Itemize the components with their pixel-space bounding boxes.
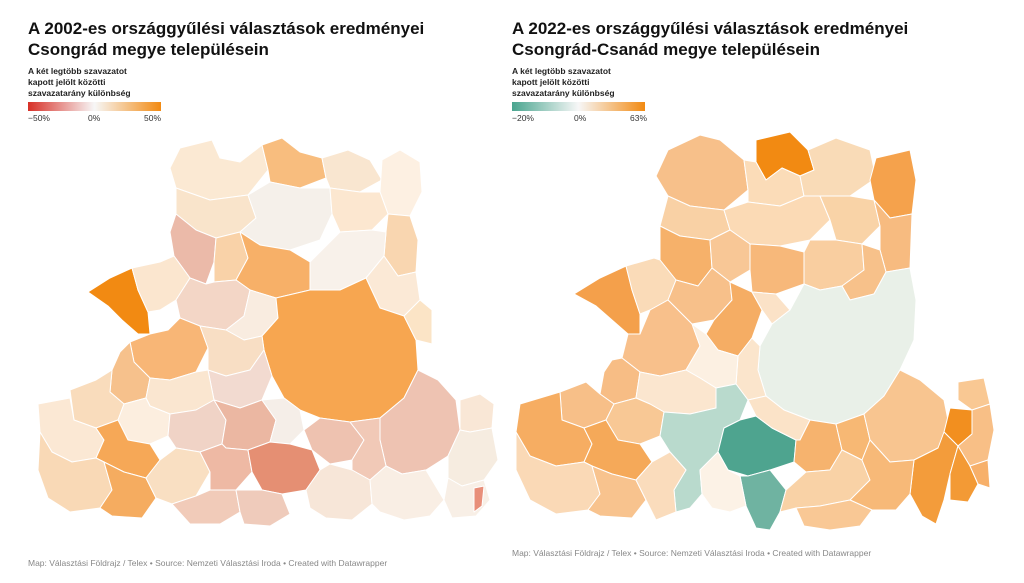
municipality-region	[969, 459, 991, 489]
municipality-region	[849, 439, 915, 511]
legend-mid-label: 0%	[88, 113, 101, 123]
map-panel-2002: A 2002-es országgyűlési választások ered…	[0, 0, 502, 583]
legend-ticks-2002: −50% 0% 50%	[28, 111, 168, 123]
map-panel-2022: A 2022-es országgyűlési választások ered…	[512, 0, 1014, 583]
municipality-region	[573, 265, 641, 335]
legend-max-label: 63%	[630, 113, 648, 123]
legend-max-label: 50%	[144, 113, 162, 123]
municipality-region	[909, 431, 959, 525]
color-legend-2002: A két legtöbb szavazatot kapott jelölt k…	[28, 66, 228, 123]
municipality-region	[99, 461, 157, 519]
map-footer-2002: Map: Választási Földrajz / Telex • Sourc…	[28, 558, 388, 568]
municipality-region	[699, 451, 747, 513]
legend-title-2002: A két legtöbb szavazatot kapott jelölt k…	[28, 66, 131, 98]
municipality-region	[739, 469, 787, 531]
municipality-region	[749, 243, 805, 295]
legend-gradient-bar-2022	[512, 102, 645, 111]
legend-min-label: −20%	[512, 113, 534, 123]
municipality-region	[239, 181, 333, 251]
legend-gradient-bar-2002	[28, 102, 161, 111]
municipality-region	[261, 397, 305, 445]
map-title-2022: A 2022-es országgyűlési választások ered…	[512, 19, 909, 59]
municipality-region	[321, 149, 383, 193]
municipality-region	[819, 195, 881, 245]
legend-mid-label: 0%	[574, 113, 587, 123]
legend-title-2022: A két legtöbb szavazatot kapott jelölt k…	[512, 66, 615, 98]
municipality-region	[329, 187, 389, 233]
municipality-region	[369, 465, 445, 521]
legend-min-label: −50%	[28, 113, 50, 123]
map-footer-2022: Map: Választási Földrajz / Telex • Sourc…	[512, 548, 872, 558]
map-title-2002: A 2002-es országgyűlési választások ered…	[28, 19, 425, 59]
municipality-region	[587, 465, 647, 519]
choropleth-map-2002	[37, 137, 499, 527]
municipality-region	[655, 134, 749, 211]
color-legend-2022: A két legtöbb szavazatot kapott jelölt k…	[512, 66, 712, 123]
municipality-region	[473, 485, 485, 513]
legend-ticks-2022: −20% 0% 63%	[512, 111, 652, 123]
municipality-region	[795, 499, 873, 531]
municipality-region	[403, 299, 433, 345]
municipality-region	[87, 267, 151, 335]
municipality-region	[635, 451, 687, 521]
municipality-region	[235, 489, 291, 527]
